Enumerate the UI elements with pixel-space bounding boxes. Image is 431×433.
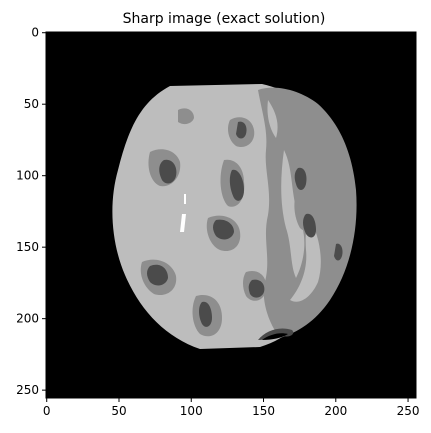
y-tick-label: 200: [16, 312, 39, 326]
y-tick-label: 150: [16, 240, 39, 254]
x-tick-label: 50: [111, 404, 126, 418]
image-title: Sharp image (exact solution): [123, 11, 326, 27]
dark-spot-2: [229, 169, 244, 201]
dark-spot-7: [294, 167, 307, 190]
y-tick-label: 50: [24, 97, 39, 111]
x-tick-label: 150: [252, 404, 275, 418]
dark-spot-3: [213, 219, 234, 240]
dark-spot-1: [159, 159, 177, 184]
black-crescent: [262, 333, 288, 340]
y-tick-label: 0: [31, 26, 39, 40]
x-tick-label: 200: [324, 404, 347, 418]
light-strand-1: [281, 150, 305, 278]
white-highlight-2: [184, 194, 186, 204]
light-strand-3: [267, 100, 278, 138]
x-tick-label: 250: [397, 404, 420, 418]
image-axes: 0 50 100 150 200 250 0 50 100 150 200 250: [16, 26, 419, 418]
y-tick-label: 250: [16, 383, 39, 397]
x-axis-ticks: 0 50 100 150 200 250: [43, 398, 420, 418]
dark-spot-10: [334, 243, 343, 261]
dark-spot-5: [199, 301, 212, 327]
y-tick-label: 100: [16, 169, 39, 183]
light-strand-2: [290, 218, 321, 302]
sharp-image: [46, 32, 416, 398]
x-tick-label: 0: [43, 404, 51, 418]
axes-frame: [45, 31, 417, 399]
white-highlight-1: [180, 214, 186, 232]
x-tick-label: 100: [180, 404, 203, 418]
y-axis-ticks: 0 50 100 150 200 250: [16, 26, 46, 397]
dark-spot-6: [236, 121, 247, 139]
dark-spot-4: [147, 264, 168, 286]
dark-spot-9: [248, 279, 265, 298]
mid-patch-7: [178, 108, 194, 125]
dark-spot-8: [303, 213, 316, 238]
